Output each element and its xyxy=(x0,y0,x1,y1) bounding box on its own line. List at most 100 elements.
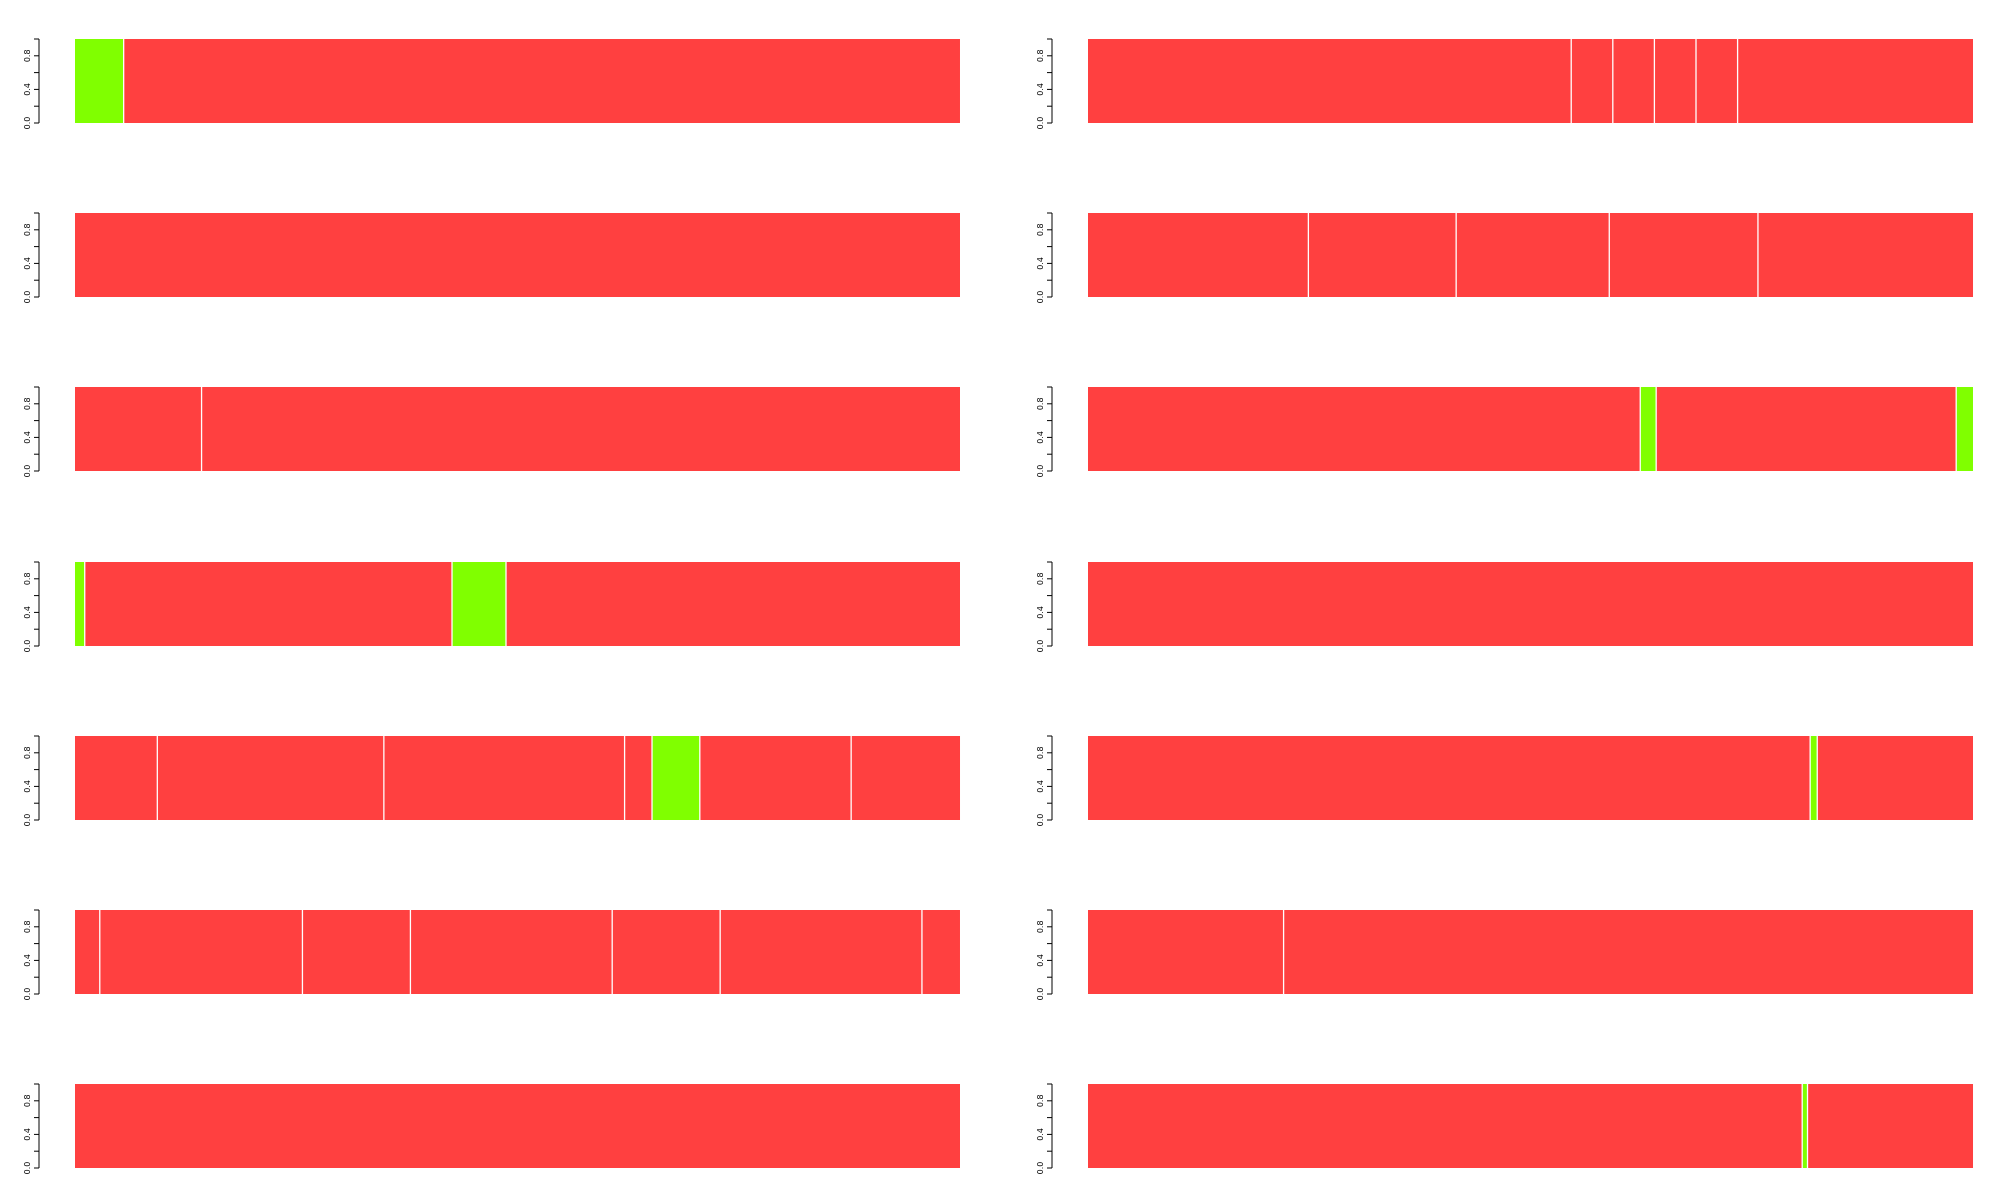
y-tick-label: 0.4 xyxy=(23,83,32,96)
segment-1 xyxy=(1088,1084,1803,1168)
y-tick-label: 0.0 xyxy=(23,1162,32,1175)
panel-6: 0.0 0.4 0.8 xyxy=(1036,386,1973,478)
y-tick-label: 0.0 xyxy=(1036,465,1045,478)
y-tick-label: 0.0 xyxy=(1036,988,1045,1001)
segment-2 xyxy=(1640,387,1657,471)
segment-1 xyxy=(1088,387,1641,471)
y-tick-label: 0.0 xyxy=(1036,814,1045,827)
y-tick-label: 0.0 xyxy=(1036,640,1045,653)
y-tick-label: 0.4 xyxy=(23,431,32,444)
panel-2: 0.0 0.4 0.8 xyxy=(1036,38,1973,130)
y-tick-label: 0.8 xyxy=(23,1094,32,1107)
segment-2 xyxy=(1308,213,1457,297)
y-tick-label: 0.0 xyxy=(1036,117,1045,130)
panel-13: 0.0 0.4 0.8 xyxy=(23,1083,960,1175)
segment-1 xyxy=(1088,213,1309,297)
y-tick-label: 0.8 xyxy=(23,49,32,62)
segment-4 xyxy=(1609,213,1758,297)
y-tick-label: 0.8 xyxy=(23,223,32,236)
segment-1 xyxy=(75,736,158,820)
segment-2 xyxy=(1802,1084,1808,1168)
panel-3: 0.0 0.4 0.8 xyxy=(23,212,960,304)
y-tick-label: 0.0 xyxy=(1036,291,1045,304)
y-tick-label: 0.4 xyxy=(1036,83,1045,96)
segment-6 xyxy=(699,736,852,820)
segment-1 xyxy=(75,213,960,297)
segment-4 xyxy=(410,910,613,994)
segment-5 xyxy=(1696,39,1738,123)
y-tick-label: 0.8 xyxy=(23,397,32,410)
y-tick-label: 0.8 xyxy=(1036,49,1045,62)
segment-2 xyxy=(157,736,384,820)
segment-1 xyxy=(75,562,85,646)
y-tick-label: 0.0 xyxy=(23,291,32,304)
segment-5 xyxy=(612,910,721,994)
segment-6 xyxy=(1737,39,1973,123)
segment-1 xyxy=(1088,910,1284,994)
segment-1 xyxy=(75,910,100,994)
y-tick-label: 0.8 xyxy=(1036,397,1045,410)
y-tick-label: 0.0 xyxy=(23,988,32,1001)
segment-3 xyxy=(1807,1084,1974,1168)
panel-10: 0.0 0.4 0.8 xyxy=(1036,735,1973,827)
y-tick-label: 0.4 xyxy=(1036,257,1045,270)
segment-5 xyxy=(652,736,700,820)
segment-1 xyxy=(75,1084,960,1168)
y-tick-label: 0.0 xyxy=(1036,1162,1045,1175)
segment-4 xyxy=(1956,387,1973,471)
segment-2 xyxy=(123,39,960,123)
y-tick-label: 0.0 xyxy=(23,640,32,653)
segment-3 xyxy=(1612,39,1655,123)
panel-1: 0.0 0.4 0.8 xyxy=(23,38,960,130)
y-tick-label: 0.0 xyxy=(23,814,32,827)
segment-2 xyxy=(1571,39,1613,123)
y-tick-label: 0.8 xyxy=(1036,1094,1045,1107)
y-tick-label: 0.8 xyxy=(1036,746,1045,759)
segment-3 xyxy=(452,562,506,646)
y-tick-label: 0.4 xyxy=(23,1128,32,1141)
segment-3 xyxy=(302,910,411,994)
y-tick-label: 0.4 xyxy=(1036,606,1045,619)
y-tick-label: 0.4 xyxy=(23,954,32,967)
y-tick-label: 0.4 xyxy=(1036,1128,1045,1141)
y-tick-label: 0.8 xyxy=(23,920,32,933)
y-tick-label: 0.8 xyxy=(23,572,32,585)
panel-8: 0.0 0.4 0.8 xyxy=(1036,561,1973,653)
segment-2 xyxy=(99,910,303,994)
segment-3 xyxy=(1456,213,1610,297)
panel-5: 0.0 0.4 0.8 xyxy=(23,386,960,478)
segment-4 xyxy=(1654,39,1696,123)
segment-2 xyxy=(201,387,960,471)
y-tick-label: 0.8 xyxy=(1036,920,1045,933)
panel-11: 0.0 0.4 0.8 xyxy=(23,909,960,1001)
y-tick-label: 0.8 xyxy=(1036,223,1045,236)
segment-2 xyxy=(1810,736,1818,820)
y-tick-label: 0.4 xyxy=(1036,431,1045,444)
segment-1 xyxy=(1088,736,1811,820)
segment-5 xyxy=(1757,213,1974,297)
segment-4 xyxy=(624,736,653,820)
panel-12: 0.0 0.4 0.8 xyxy=(1036,909,1974,1001)
segment-2 xyxy=(84,562,452,646)
y-tick-label: 0.4 xyxy=(23,606,32,619)
segment-1 xyxy=(75,39,124,123)
segment-3 xyxy=(383,736,625,820)
panel-14: 0.0 0.4 0.8 xyxy=(1036,1083,1974,1175)
segment-7 xyxy=(851,736,961,820)
panel-7: 0.0 0.4 0.8 xyxy=(23,561,960,653)
y-tick-label: 0.8 xyxy=(1036,572,1045,585)
y-tick-label: 0.4 xyxy=(1036,954,1045,967)
y-tick-label: 0.4 xyxy=(23,257,32,270)
segment-7 xyxy=(921,910,960,994)
segment-1 xyxy=(75,387,202,471)
panel-9: 0.0 0.4 0.8 xyxy=(23,735,961,827)
segment-3 xyxy=(1656,387,1957,471)
segment-1 xyxy=(1088,562,1973,646)
y-tick-label: 0.4 xyxy=(1036,780,1045,793)
y-tick-label: 0.0 xyxy=(23,465,32,478)
segment-6 xyxy=(720,910,922,994)
y-tick-label: 0.4 xyxy=(23,780,32,793)
y-tick-label: 0.8 xyxy=(23,746,32,759)
y-tick-label: 0.0 xyxy=(23,117,32,130)
